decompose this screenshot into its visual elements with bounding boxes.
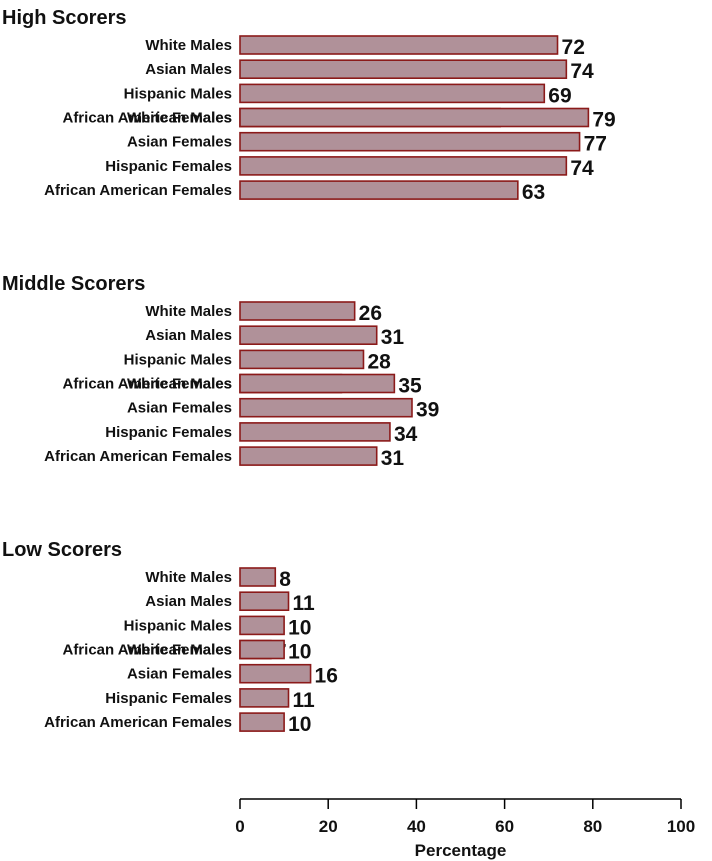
value-label: 77 [584, 133, 607, 156]
value-label: 72 [562, 36, 585, 59]
bar [239, 712, 285, 732]
category-label: White Males [145, 303, 232, 320]
category-label: White Females [127, 110, 232, 127]
value-label: 10 [288, 641, 311, 664]
value-label: 35 [398, 375, 422, 398]
bar [239, 373, 396, 394]
category-label: Hispanic Males [124, 85, 232, 102]
x-tick-label: 60 [495, 817, 514, 836]
category-label: White Females [127, 642, 232, 659]
bar [239, 663, 312, 684]
bar [239, 639, 285, 660]
category-label: African American Females [44, 182, 232, 199]
value-label: 74 [570, 60, 594, 83]
value-label: 63 [522, 181, 545, 204]
bar [239, 397, 413, 418]
category-label: Asian Females [127, 666, 232, 683]
value-label: 11 [293, 592, 316, 615]
category-label: Asian Females [127, 400, 232, 417]
bar [239, 688, 290, 708]
group-title: Low Scorers [2, 539, 122, 561]
bar [239, 156, 568, 176]
bar [239, 567, 277, 587]
value-label: 69 [548, 84, 571, 107]
x-tick-label: 40 [407, 817, 426, 836]
bar [239, 107, 590, 128]
value-label: 31 [381, 447, 405, 470]
value-label: 16 [315, 665, 338, 688]
category-label: White Females [127, 376, 232, 393]
category-label: Asian Females [127, 134, 232, 151]
value-label: 10 [288, 713, 311, 736]
category-label: African American Males [62, 376, 232, 393]
bar [239, 422, 391, 442]
bar [239, 615, 285, 636]
bar [239, 131, 581, 152]
category-label: White Males [145, 37, 232, 54]
category-label: African American Males [62, 110, 232, 127]
bar [239, 35, 559, 55]
x-tick-label: 80 [583, 817, 602, 836]
bar [239, 446, 378, 466]
x-axis-title: Percentage [415, 841, 507, 860]
value-label: 34 [394, 423, 418, 446]
category-label: Hispanic Females [105, 158, 232, 175]
x-tick-label: 100 [667, 817, 695, 836]
group-title: High Scorers [2, 7, 126, 29]
category-label: African American Females [44, 448, 232, 465]
x-tick-label: 20 [319, 817, 338, 836]
value-label: 31 [381, 326, 405, 349]
category-label: Hispanic Females [105, 424, 232, 441]
value-label: 26 [359, 302, 382, 325]
value-label: 10 [288, 616, 311, 639]
x-tick-label: 0 [235, 817, 244, 836]
category-label: Asian Males [145, 61, 232, 78]
category-label: African American Females [44, 714, 232, 731]
value-label: 11 [293, 689, 316, 712]
bar [239, 83, 546, 104]
category-label: African American Males [62, 642, 232, 659]
bar [239, 180, 519, 200]
value-label: 79 [592, 109, 615, 132]
value-label: 74 [570, 157, 594, 180]
value-label: 39 [416, 399, 439, 422]
value-label: 28 [367, 350, 391, 373]
bar [239, 349, 365, 370]
category-label: Hispanic Males [124, 351, 232, 368]
group-title: Middle Scorers [2, 273, 145, 295]
category-label: Asian Males [145, 593, 232, 610]
bar [239, 59, 568, 80]
category-label: Hispanic Males [124, 617, 232, 634]
bar [239, 325, 378, 346]
bar [239, 301, 356, 321]
value-label: 8 [279, 568, 291, 591]
bar [239, 591, 290, 612]
category-label: Asian Males [145, 327, 232, 344]
category-label: White Males [145, 569, 232, 586]
category-label: Hispanic Females [105, 690, 232, 707]
